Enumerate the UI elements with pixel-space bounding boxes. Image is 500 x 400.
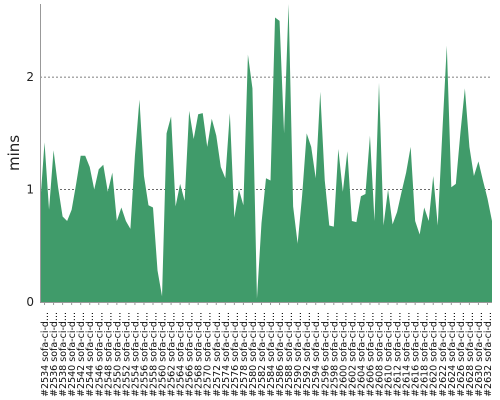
x-tick-label: #2542 sofa-ci-d... — [76, 312, 87, 397]
axes — [40, 4, 492, 303]
x-tick-label: #2620 sofa-ci-d... — [429, 312, 440, 397]
x-tick-label: #2600 sofa-ci-d... — [338, 312, 349, 397]
x-tick-label: #2548 sofa-ci-d... — [103, 312, 114, 397]
x-tick-label: #2550 sofa-ci-d... — [112, 312, 123, 397]
x-tick-label: #2546 sofa-ci-d... — [94, 312, 105, 397]
x-tick-label: #2540 sofa-ci-d... — [67, 312, 78, 397]
x-tick-label: #2566 sofa-ci-d... — [185, 312, 196, 397]
x-tick-label: #2632 sofa-ci-d... — [483, 312, 494, 397]
x-tick-label: #2570 sofa-ci-d... — [203, 312, 214, 397]
x-tick-label: #2588 sofa-ci-d... — [284, 312, 295, 397]
x-tick-label: #2580 sofa-ci-d... — [248, 312, 259, 397]
y-tick-label: 2 — [26, 70, 34, 84]
x-tick-label: #2562 sofa-ci-d... — [167, 312, 178, 397]
x-tick-label: #2628 sofa-ci-d... — [465, 312, 476, 397]
x-tick-label: #2534 sofa-ci-d... — [40, 312, 51, 397]
x-tick-label: #2582 sofa-ci-d... — [257, 312, 268, 397]
x-tick-label: #2596 sofa-ci-d... — [320, 312, 331, 397]
x-tick-label: #2554 sofa-ci-d... — [130, 312, 141, 397]
x-tick-label: #2626 sofa-ci-d... — [456, 312, 467, 397]
x-tick-label: #2552 sofa-ci-d... — [121, 312, 132, 397]
x-tick-label: #2614 sofa-ci-d... — [402, 312, 413, 397]
x-tick-label: #2606 sofa-ci-d... — [365, 312, 376, 397]
x-tick-label: #2598 sofa-ci-d... — [329, 312, 340, 397]
x-tick-label: #2586 sofa-ci-d... — [275, 312, 286, 397]
x-tick-label: #2592 sofa-ci-d... — [302, 312, 313, 397]
x-tick-labels: #2534 sofa-ci-d...#2536 sofa-ci-d...#253… — [40, 302, 494, 397]
x-tick-label: #2622 sofa-ci-d... — [438, 312, 449, 397]
x-tick-label: #2616 sofa-ci-d... — [411, 312, 422, 397]
x-tick-label: #2610 sofa-ci-d... — [384, 312, 395, 397]
x-tick-label: #2604 sofa-ci-d... — [356, 312, 367, 397]
y-axis-label: mins — [5, 135, 23, 171]
x-tick-label: #2630 sofa-ci-d... — [474, 312, 485, 397]
x-tick-label: #2576 sofa-ci-d... — [230, 312, 241, 397]
x-tick-label: #2578 sofa-ci-d... — [239, 312, 250, 397]
x-tick-label: #2624 sofa-ci-d... — [447, 312, 458, 397]
x-tick-label: #2608 sofa-ci-d... — [375, 312, 386, 397]
x-tick-label: #2544 sofa-ci-d... — [85, 312, 96, 397]
x-tick-label: #2602 sofa-ci-d... — [347, 312, 358, 397]
x-tick-label: #2612 sofa-ci-d... — [393, 312, 404, 397]
x-tick-label: #2594 sofa-ci-d... — [311, 312, 322, 397]
x-tick-label: #2574 sofa-ci-d... — [221, 312, 232, 397]
x-tick-label: #2590 sofa-ci-d... — [293, 312, 304, 397]
area-series — [40, 4, 492, 302]
x-tick-label: #2538 sofa-ci-d... — [58, 312, 69, 397]
x-tick-label: #2560 sofa-ci-d... — [158, 312, 169, 397]
x-tick-label: #2572 sofa-ci-d... — [212, 312, 223, 397]
y-tick-label: 0 — [26, 295, 34, 309]
y-tick-label: 1 — [26, 183, 34, 197]
x-tick-label: #2618 sofa-ci-d... — [420, 312, 431, 397]
x-tick-label: #2558 sofa-ci-d... — [149, 312, 160, 397]
gridlines — [40, 76, 492, 190]
x-tick-label: #2568 sofa-ci-d... — [194, 312, 205, 397]
x-tick-label: #2556 sofa-ci-d... — [139, 312, 150, 397]
x-tick-label: #2536 sofa-ci-d... — [49, 312, 60, 397]
x-tick-label: #2564 sofa-ci-d... — [176, 312, 187, 397]
y-tick-labels: 0 1 2 — [26, 70, 34, 309]
x-tick-label: #2584 sofa-ci-d... — [266, 312, 277, 397]
